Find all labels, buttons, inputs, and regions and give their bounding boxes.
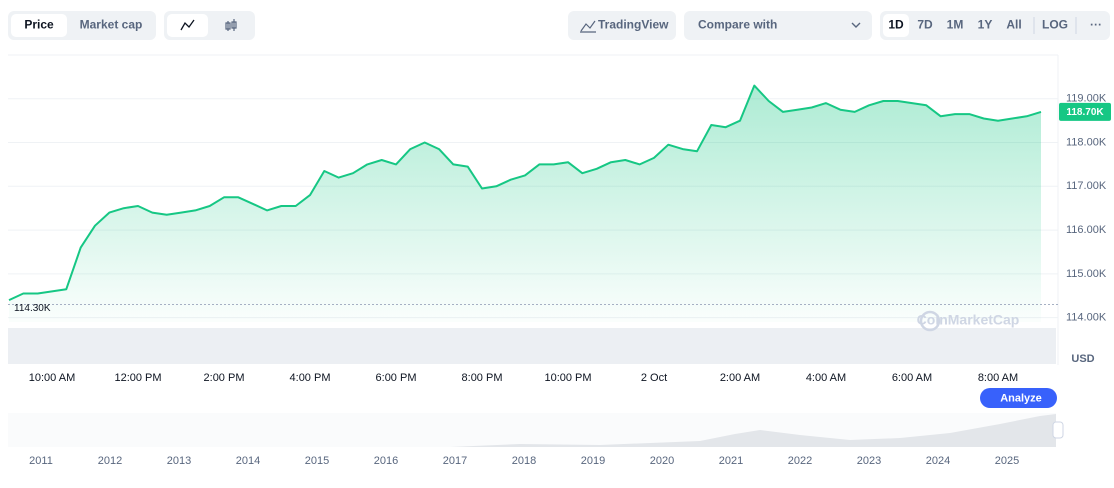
year-label: 2018 [512, 455, 536, 467]
tradingview-label[interactable]: TradingView [598, 18, 669, 32]
tab[interactable]: Price [24, 18, 54, 32]
range[interactable]: 1D [888, 18, 904, 32]
volume-area [8, 328, 1056, 364]
year-label: 2023 [857, 455, 881, 467]
price-badge [1059, 102, 1111, 121]
x-tick-label: 4:00 AM [806, 372, 846, 384]
x-tick-label: 2:00 PM [204, 372, 245, 384]
x-tick-label: 2:00 AM [720, 372, 760, 384]
year-label: 2020 [650, 455, 674, 467]
y-tick-label: 119.00K [1066, 93, 1107, 105]
x-tick-label: 6:00 PM [376, 372, 417, 384]
range[interactable]: 1M [947, 18, 964, 32]
tv-icon [580, 20, 596, 33]
year-label: 2012 [98, 455, 122, 467]
year-label: 2024 [926, 455, 950, 467]
compare-label[interactable]: Compare with [698, 18, 777, 32]
range[interactable]: 1Y [978, 18, 993, 32]
x-tick-label: 12:00 PM [114, 372, 161, 384]
x-tick-label: 10:00 AM [29, 372, 75, 384]
x-tick-label: 4:00 PM [290, 372, 331, 384]
candle-icon[interactable] [225, 19, 237, 31]
range-active[interactable] [883, 14, 909, 37]
chevron [851, 22, 861, 28]
navigator-area [450, 414, 1056, 447]
x-tick-label: 10:00 PM [544, 372, 591, 384]
year-label: 2025 [995, 455, 1019, 467]
price-badge-label: 118.70K [1066, 107, 1104, 118]
x-tick-label: 6:00 AM [892, 372, 932, 384]
tab[interactable]: Market cap [80, 18, 143, 32]
x-tick-label: 8:00 PM [462, 372, 503, 384]
y-tick-label: 116.00K [1066, 224, 1107, 236]
year-label: 2019 [581, 455, 605, 467]
analyze-label[interactable]: Analyze [1000, 392, 1042, 404]
price-area [9, 85, 1041, 322]
watermark-logo [919, 310, 941, 332]
line-icon [180, 19, 195, 31]
y-tick-label: 118.00K [1066, 136, 1107, 148]
tab-active[interactable] [11, 14, 67, 37]
price-line [8, 84, 1042, 302]
y-tick-label: 117.00K [1066, 180, 1107, 192]
range[interactable]: 7D [917, 18, 933, 32]
year-label: 2016 [374, 455, 398, 467]
currency: USD [1071, 353, 1094, 365]
year-label: 2014 [236, 455, 260, 467]
tradingview-button[interactable] [568, 11, 676, 40]
navigator-handle[interactable] [1052, 421, 1064, 439]
year-label: 2017 [443, 455, 467, 467]
year-label: 2015 [305, 455, 329, 467]
watermark: CoinMarketCap [917, 312, 1020, 328]
year-label: 2022 [788, 455, 812, 467]
year-label: 2013 [167, 455, 191, 467]
year-label: 2011 [29, 455, 53, 467]
range-group [880, 11, 1110, 40]
x-tick-label: 2 Oct [641, 372, 667, 384]
reference-label: 114.30K [14, 303, 51, 314]
compare-select[interactable] [684, 11, 872, 40]
year-label: 2021 [719, 455, 743, 467]
range[interactable]: LOG [1042, 18, 1068, 32]
analyze-button[interactable] [980, 388, 1057, 408]
more[interactable]: ··· [1090, 18, 1102, 32]
range[interactable]: All [1006, 18, 1021, 32]
x-tick-label: 8:00 AM [978, 372, 1018, 384]
y-tick-label: 115.00K [1066, 268, 1107, 280]
y-tick-label: 114.00K [1066, 312, 1107, 324]
